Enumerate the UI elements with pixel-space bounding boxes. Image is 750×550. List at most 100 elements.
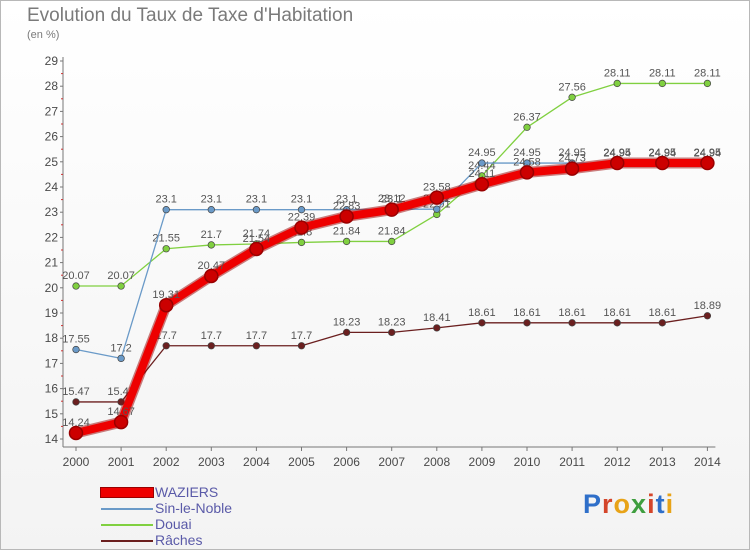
x-tick-label: 2000 xyxy=(63,455,90,469)
data-point-waziers xyxy=(429,190,445,205)
data-label-r-ches: 18.61 xyxy=(603,307,631,319)
data-point-sin-le-noble xyxy=(252,206,261,214)
data-label-douai: 28.11 xyxy=(649,67,676,79)
y-tick-label: 19 xyxy=(45,306,59,320)
data-label-sin-le-noble: 23.1 xyxy=(201,194,222,206)
unit-label: (en %) xyxy=(27,29,60,41)
data-label-sin-le-noble: 24.95 xyxy=(468,147,496,159)
y-tick-label: 24 xyxy=(45,180,59,194)
data-point-r-ches xyxy=(342,328,351,337)
legend-item-waziers: WAZIERS xyxy=(101,484,331,501)
data-point-douai xyxy=(658,79,666,88)
data-point-sin-le-noble xyxy=(162,206,170,214)
legend-swatch-sin-le-noble xyxy=(101,508,153,510)
data-label-sin-le-noble: 24.94 xyxy=(694,147,722,159)
data-point-r-ches xyxy=(433,324,441,332)
data-point-waziers xyxy=(700,155,715,171)
data-label-sin-le-noble: 23.1 xyxy=(246,194,267,206)
data-point-r-ches xyxy=(252,342,261,350)
x-tick-label: 2001 xyxy=(108,455,135,469)
proxiti-logo: Proxiti xyxy=(583,489,674,520)
data-point-douai xyxy=(568,93,576,101)
data-label-r-ches: 17.7 xyxy=(246,330,267,342)
logo-letter: P xyxy=(583,489,603,519)
data-label-waziers: 24.58 xyxy=(513,156,541,168)
data-point-sin-le-noble xyxy=(117,354,125,363)
x-tick-label: 2006 xyxy=(333,455,360,469)
data-point-waziers xyxy=(204,268,219,284)
data-label-sin-le-noble: 24.94 xyxy=(649,147,677,159)
data-label-r-ches: 18.61 xyxy=(513,307,541,319)
data-label-sin-le-noble: 23.1 xyxy=(336,194,357,206)
data-point-waziers xyxy=(474,176,490,192)
data-point-waziers xyxy=(113,414,129,430)
y-tick-label: 23 xyxy=(45,205,59,219)
data-point-r-ches xyxy=(207,342,215,350)
data-point-sin-le-noble xyxy=(72,345,80,354)
legend-item-raches: Râches xyxy=(101,532,331,549)
y-tick-label: 26 xyxy=(45,130,59,144)
data-label-sin-le-noble: 23.1 xyxy=(155,194,176,206)
data-label-douai: 21.74 xyxy=(243,228,271,240)
data-label-douai: 27.56 xyxy=(558,81,586,93)
data-label-waziers: 22.83 xyxy=(333,200,361,212)
data-label-r-ches: 18.41 xyxy=(423,312,451,324)
chart-title: Evolution du Taux de Taxe d'Habitation xyxy=(27,5,354,26)
data-label-r-ches: 18.23 xyxy=(378,316,406,328)
data-point-r-ches xyxy=(613,319,621,327)
data-label-waziers: 24.95 xyxy=(603,147,631,159)
data-label-sin-le-noble: 23.1 xyxy=(291,194,312,206)
data-point-r-ches xyxy=(703,312,712,320)
y-tick-label: 28 xyxy=(45,79,59,93)
data-label-sin-le-noble: 24.95 xyxy=(558,147,586,159)
logo-letter: r xyxy=(602,489,614,519)
data-point-waziers xyxy=(68,425,84,441)
logo-letter: x xyxy=(631,489,648,519)
data-point-douai xyxy=(388,237,396,246)
legend-label-douai: Douai xyxy=(155,516,192,532)
data-point-r-ches xyxy=(388,328,396,337)
data-point-sin-le-noble xyxy=(297,206,306,214)
x-tick-label: 2003 xyxy=(198,455,225,469)
x-tick-label: 2012 xyxy=(604,455,631,469)
data-point-douai xyxy=(613,79,621,88)
y-tick-label: 27 xyxy=(45,104,59,118)
data-label-sin-le-noble: 17.55 xyxy=(62,334,90,346)
data-label-waziers: 20.47 xyxy=(198,260,226,272)
data-point-waziers xyxy=(655,155,670,171)
legend: WAZIERS Sin-le-Noble Douai Râches xyxy=(101,484,331,549)
data-label-r-ches: 18.61 xyxy=(558,307,586,319)
data-point-douai xyxy=(523,123,531,131)
x-tick-label: 2014 xyxy=(694,455,721,469)
data-label-douai: 26.37 xyxy=(513,111,541,123)
x-tick-label: 2004 xyxy=(243,455,270,469)
data-point-waziers xyxy=(384,202,399,217)
data-point-douai xyxy=(117,282,125,290)
data-point-r-ches xyxy=(478,319,486,327)
data-label-sin-le-noble: 24.94 xyxy=(603,147,631,159)
data-point-sin-le-noble xyxy=(478,159,486,167)
legend-label-raches: Râches xyxy=(155,532,203,548)
series-line-r-ches xyxy=(75,315,709,403)
y-tick-label: 18 xyxy=(45,331,59,345)
series-line-douai xyxy=(75,82,709,287)
data-label-r-ches: 18.61 xyxy=(468,307,496,319)
legend-swatch-douai xyxy=(101,524,153,526)
data-point-waziers xyxy=(294,220,309,235)
logo-letter: o xyxy=(613,489,632,519)
y-tick-label: 25 xyxy=(45,155,59,169)
data-point-r-ches xyxy=(658,319,666,327)
data-point-douai xyxy=(703,79,712,88)
x-tick-label: 2010 xyxy=(514,455,541,469)
data-label-douai: 21.7 xyxy=(201,229,222,241)
y-tick-label: 20 xyxy=(45,281,59,295)
legend-item-douai: Douai xyxy=(101,516,331,533)
logo-letter: i xyxy=(647,489,656,519)
y-tick-label: 16 xyxy=(45,382,59,396)
data-label-waziers: 23.1 xyxy=(381,194,402,206)
data-label-r-ches: 18.89 xyxy=(694,300,722,312)
data-point-r-ches xyxy=(568,319,576,327)
y-tick-label: 14 xyxy=(45,432,59,446)
legend-item-sin-le-noble: Sin-le-Noble xyxy=(101,500,331,517)
